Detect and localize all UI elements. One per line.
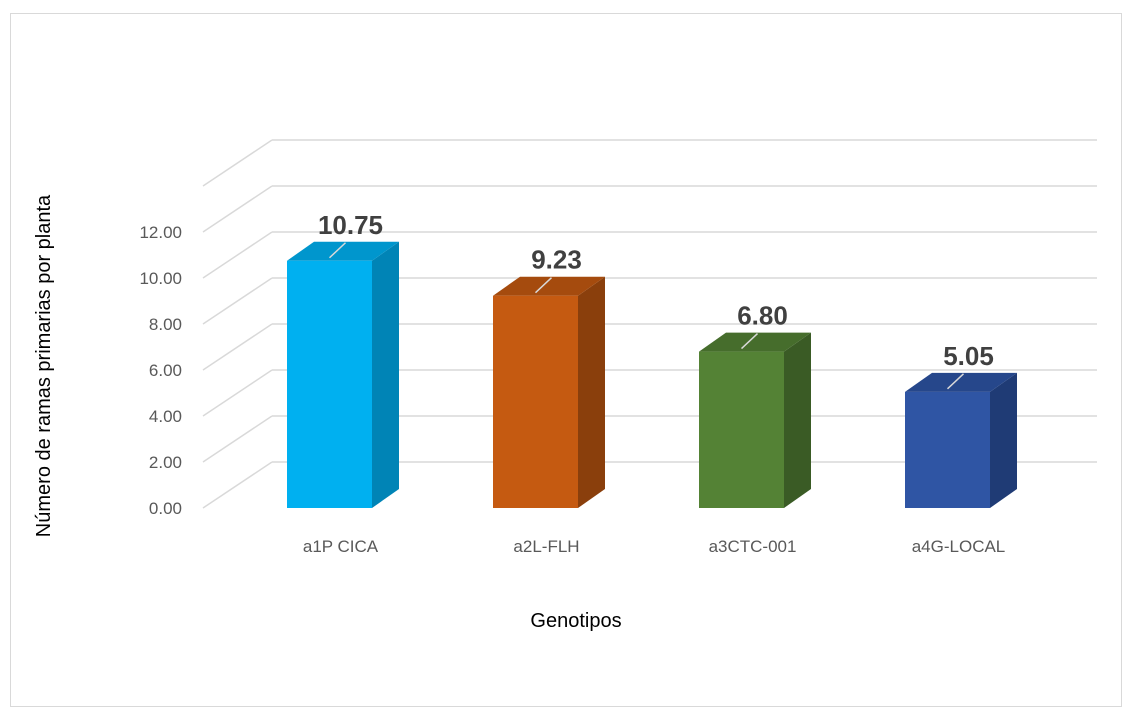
bar-side xyxy=(578,276,605,508)
bar-front xyxy=(905,391,990,508)
bar xyxy=(699,332,811,508)
bar-top xyxy=(699,332,811,352)
x-category-label: a4G-LOCAL xyxy=(912,537,1006,556)
bar-front xyxy=(493,295,578,508)
y-tick-label: 0.00 xyxy=(149,499,182,518)
x-category-label: a1P CICA xyxy=(303,537,379,556)
y-tick-label: 6.00 xyxy=(149,361,182,380)
leader-line xyxy=(534,277,553,294)
bar-front xyxy=(699,351,784,508)
bar xyxy=(905,372,1017,508)
data-labels: 10.75 9.23 6.80 5.05 xyxy=(318,210,994,390)
data-label: 6.80 xyxy=(737,301,788,331)
gridline xyxy=(202,277,1097,325)
y-tick-label: 2.00 xyxy=(149,453,182,472)
y-tick-label: 8.00 xyxy=(149,315,182,334)
gridline xyxy=(202,231,1097,279)
bar xyxy=(493,276,605,508)
bar-side xyxy=(990,372,1017,508)
bar-top xyxy=(905,372,1017,392)
bar-top xyxy=(493,276,605,296)
data-label: 9.23 xyxy=(531,245,582,275)
gridlines xyxy=(202,139,1097,509)
bar-top xyxy=(287,241,399,261)
data-label: 10.75 xyxy=(318,210,383,240)
y-tick-label: 4.00 xyxy=(149,407,182,426)
y-tick-label: 10.00 xyxy=(139,269,182,288)
x-category-label: a2L-FLH xyxy=(513,537,579,556)
leader-line xyxy=(946,373,965,390)
x-axis-categories: a1P CICA a2L-FLH a3CTC-001 a4G-LOCAL xyxy=(303,537,1005,556)
bars xyxy=(287,241,1017,508)
bar-side xyxy=(784,332,811,508)
x-axis-title: Genotipos xyxy=(530,610,621,632)
x-category-label: a3CTC-001 xyxy=(709,537,797,556)
leader-line xyxy=(328,242,347,259)
bar xyxy=(287,241,399,508)
y-tick-label: 12.00 xyxy=(139,223,182,242)
gridline xyxy=(202,185,1097,233)
gridline xyxy=(202,369,1097,417)
y-axis-ticks: 0.00 2.00 4.00 6.00 8.00 10.00 12.00 xyxy=(139,223,182,518)
data-label: 5.05 xyxy=(943,341,994,371)
gridline xyxy=(202,323,1097,371)
bar-front xyxy=(287,260,372,508)
bar-side xyxy=(372,241,399,508)
gridline xyxy=(202,139,1097,187)
y-axis-title: Número de ramas primarias por planta xyxy=(33,194,55,537)
leader-line xyxy=(740,333,759,350)
